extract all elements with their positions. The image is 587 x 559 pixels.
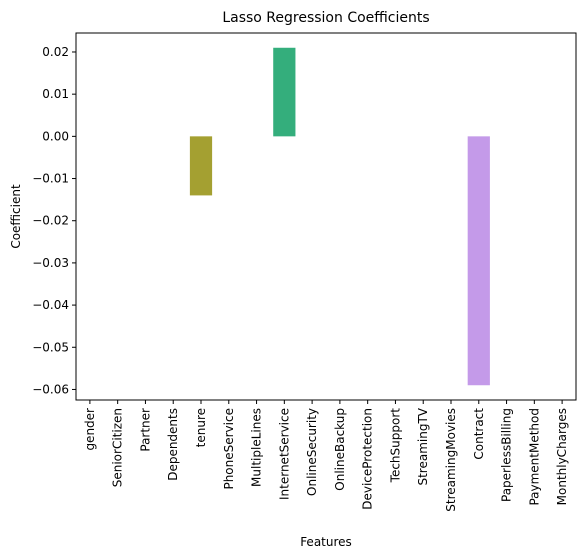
x-tick-label: StreamingMovies: [444, 408, 458, 512]
x-tick-label: Partner: [138, 408, 152, 452]
x-tick-label: gender: [83, 408, 97, 451]
y-tick-label: −0.03: [32, 256, 69, 270]
y-tick-label: −0.06: [32, 382, 69, 396]
x-tick-label: TechSupport: [388, 408, 402, 484]
x-tick-label: Contract: [472, 408, 486, 460]
y-axis-label: Coefficient: [9, 184, 23, 249]
bar-InternetService: [273, 47, 296, 137]
chart-title: Lasso Regression Coefficients: [222, 10, 429, 26]
y-tick-label: −0.04: [32, 298, 69, 312]
x-tick-label: OnlineSecurity: [305, 408, 319, 496]
y-tick-label: −0.05: [32, 340, 69, 354]
x-tick-label: tenure: [194, 408, 208, 447]
y-axis-ticks: 0.02 0.01 0.00 −0.01 −0.02 −0.03 −0.04 −0.05 −0.…: [32, 45, 76, 396]
bar-Contract: [467, 136, 490, 386]
x-tick-label: SeniorCitizen: [111, 408, 125, 487]
x-tick-label: MultipleLines: [250, 408, 264, 487]
x-tick-label: InternetService: [277, 408, 291, 500]
x-tick-label: PaymentMethod: [527, 408, 541, 506]
x-tick-label: OnlineBackup: [333, 408, 347, 491]
y-tick-label: 0.01: [42, 87, 69, 101]
x-tick-label: StreamingTV: [416, 407, 430, 485]
y-tick-label: 0.00: [42, 129, 69, 143]
x-axis-ticks: gender SeniorCitizen Partner Dependents tenu…: [83, 400, 569, 512]
x-tick-label: MonthlyCharges: [555, 408, 569, 505]
x-tick-label: PhoneService: [222, 408, 236, 490]
x-tick-label: PaperlessBilling: [500, 408, 514, 502]
bar-tenure: [189, 136, 213, 196]
y-tick-label: −0.02: [32, 214, 69, 228]
y-tick-label: −0.01: [32, 172, 69, 186]
x-tick-label: DeviceProtection: [361, 408, 375, 510]
y-tick-label: 0.02: [42, 45, 69, 59]
x-axis-label: Features: [300, 535, 352, 549]
plot-frame: [75, 32, 577, 401]
x-tick-label: Dependents: [166, 408, 180, 481]
bars: [189, 47, 490, 386]
